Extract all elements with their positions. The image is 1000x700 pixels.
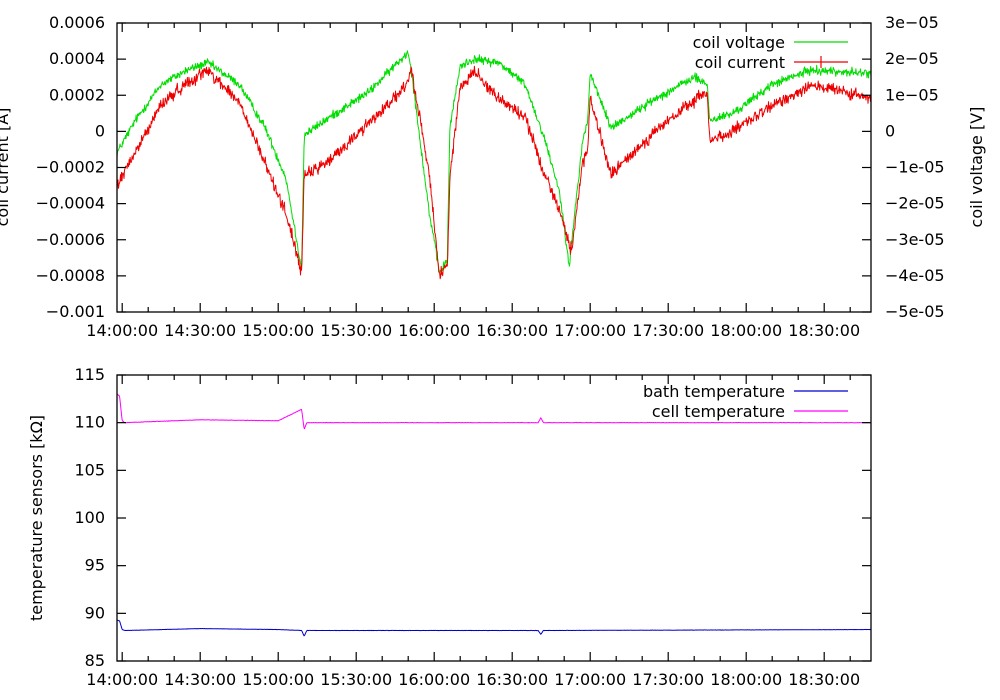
temperature-y-tick-label: 110 [74, 413, 105, 432]
coil-x-tick-label: 16:30:00 [476, 321, 548, 340]
temperature-x-tick-label: 15:00:00 [242, 670, 314, 689]
coil-y-tick-label: 0.0002 [49, 85, 105, 104]
coil-y-tick-label: −0.0006 [36, 230, 105, 249]
coil-right-axis-label: coil voltage [V] [967, 107, 986, 228]
temperature-x-tick-label: 17:30:00 [632, 670, 704, 689]
series-coil-voltage [116, 50, 872, 273]
series-cell-temperature [116, 393, 872, 430]
coil-y2-tick-label: −5e-05 [885, 302, 945, 321]
coil-y2-tick-label: 0 [885, 121, 895, 140]
temperature-x-tick-label: 16:00:00 [398, 670, 470, 689]
temperature-axis-label: temperature sensors [kΩ] [27, 415, 46, 621]
coil-y2-tick-label: 2e−05 [885, 49, 939, 68]
temperature-x-tick-label: 18:30:00 [788, 670, 860, 689]
coil-x-tick-labels: 14:00:00 14:30:00 15:00:00 15:30:00 16:00:00… [86, 321, 860, 340]
coil-y-tick-label: −0.0008 [36, 266, 105, 285]
temperature-x-tick-label: 15:30:00 [320, 670, 392, 689]
coil-panel: −0.001 −0.0008 −0.0006 −0.0004 −0.0002 0 0.000… [0, 13, 986, 340]
legend-label-bath-temperature: bath temperature [643, 382, 785, 401]
temperature-y-tick-label: 100 [74, 508, 105, 527]
coil-x-tick-label: 17:30:00 [632, 321, 704, 340]
coil-ticks [117, 22, 871, 313]
temperature-y-tick-labels: 85 90 95 100 105 110 115 [74, 365, 105, 670]
temperature-x-tick-label: 16:30:00 [476, 670, 548, 689]
temperature-x-tick-label: 18:00:00 [710, 670, 782, 689]
coil-y-tick-label: −0.0002 [36, 158, 105, 177]
coil-y-tick-label: −0.0004 [36, 194, 105, 213]
coil-x-tick-label: 15:30:00 [320, 321, 392, 340]
coil-series-group [116, 50, 872, 280]
coil-legend: coil voltage coil current [693, 33, 848, 72]
coil-x-tick-label: 17:00:00 [554, 321, 626, 340]
coil-y2-tick-label: 3e−05 [885, 13, 939, 32]
temperature-series-group [116, 393, 872, 637]
coil-y-tick-label: 0.0006 [49, 13, 105, 32]
coil-y2-tick-label: 1e−05 [885, 85, 939, 104]
coil-x-tick-label: 14:30:00 [164, 321, 236, 340]
legend-label-coil-current: coil current [695, 53, 785, 72]
temperature-y-tick-label: 105 [74, 460, 105, 479]
coil-left-axis-label: coil current [A] [0, 108, 12, 227]
temperature-x-tick-label: 17:00:00 [554, 670, 626, 689]
coil-x-tick-label: 16:00:00 [398, 321, 470, 340]
temperature-ticks [117, 374, 871, 662]
coil-y-tick-label: 0.0004 [49, 49, 105, 68]
temperature-y-tick-label: 115 [74, 365, 105, 384]
temperature-x-tick-labels: 14:00:00 14:30:00 15:00:00 15:30:00 16:00:00… [86, 670, 860, 689]
coil-x-tick-label: 14:00:00 [86, 321, 158, 340]
legend-label-cell-temperature: cell temperature [652, 402, 785, 421]
series-bath-temperature [116, 619, 872, 637]
temperature-y-tick-label: 95 [85, 556, 105, 575]
coil-x-tick-label: 18:30:00 [788, 321, 860, 340]
coil-x-tick-label: 15:00:00 [242, 321, 314, 340]
coil-y2-tick-label: −3e-05 [885, 230, 945, 249]
legend-label-coil-voltage: coil voltage [693, 33, 785, 52]
temperature-y-tick-label: 85 [85, 651, 105, 670]
temperature-x-tick-label: 14:00:00 [86, 670, 158, 689]
coil-x-tick-label: 18:00:00 [710, 321, 782, 340]
coil-y-tick-label: 0 [95, 121, 105, 140]
coil-y2-tick-label: −2e-05 [885, 194, 945, 213]
coil-y2-tick-label: −1e-05 [885, 158, 945, 177]
series-coil-current [116, 65, 872, 280]
temperature-legend: bath temperature cell temperature [643, 382, 848, 421]
temperature-x-tick-label: 14:30:00 [164, 670, 236, 689]
temperature-y-tick-label: 90 [85, 603, 105, 622]
coil-y2-tick-label: −4e-05 [885, 266, 945, 285]
coil-y-tick-label: −0.001 [46, 302, 105, 321]
coil-right-tick-labels: −5e-05 −4e-05 −3e-05 −2e-05 −1e-05 0 1e−05 2e−0… [885, 13, 945, 321]
temperature-panel: 85 90 95 100 105 110 115 14:00:00 14:30:00 15:00… [27, 365, 872, 689]
coil-left-tick-labels: −0.001 −0.0008 −0.0006 −0.0004 −0.0002 0 0.000… [36, 13, 105, 321]
